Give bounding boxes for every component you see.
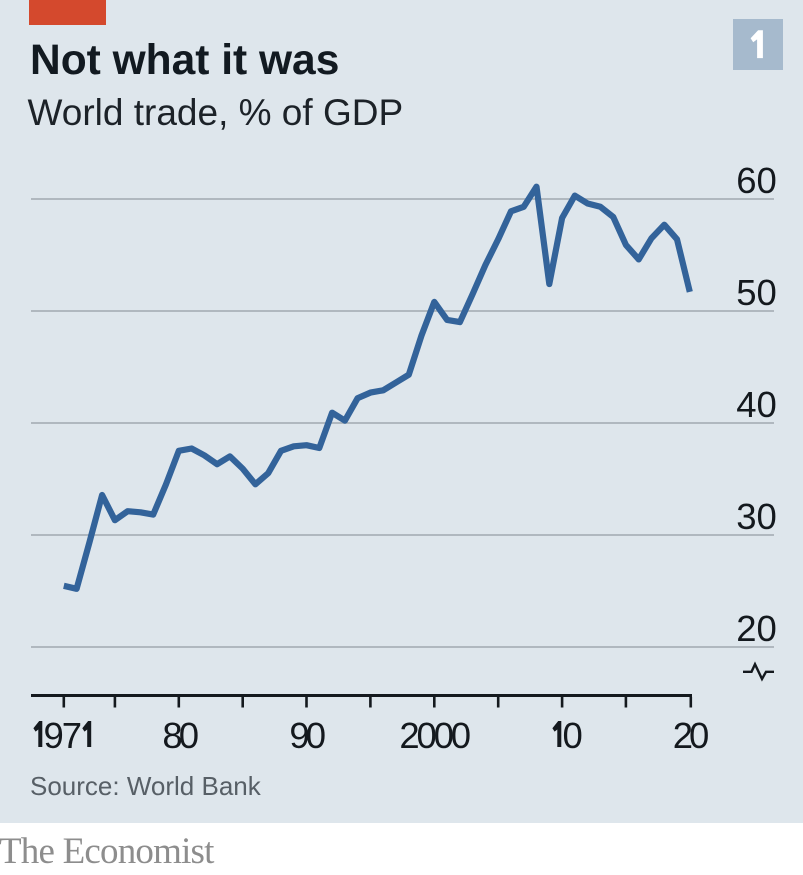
svg-text:80: 80 <box>162 715 197 756</box>
svg-text:2000: 2000 <box>399 715 469 756</box>
svg-text:20: 20 <box>673 715 708 756</box>
svg-text:60: 60 <box>736 160 777 201</box>
svg-text:90: 90 <box>289 715 324 756</box>
svg-text:50: 50 <box>736 272 777 313</box>
svg-text:0: 0 <box>563 715 583 756</box>
svg-text:97: 97 <box>44 715 81 756</box>
svg-text:20: 20 <box>736 608 777 649</box>
svg-text:30: 30 <box>736 496 777 537</box>
svg-text:40: 40 <box>736 384 777 425</box>
